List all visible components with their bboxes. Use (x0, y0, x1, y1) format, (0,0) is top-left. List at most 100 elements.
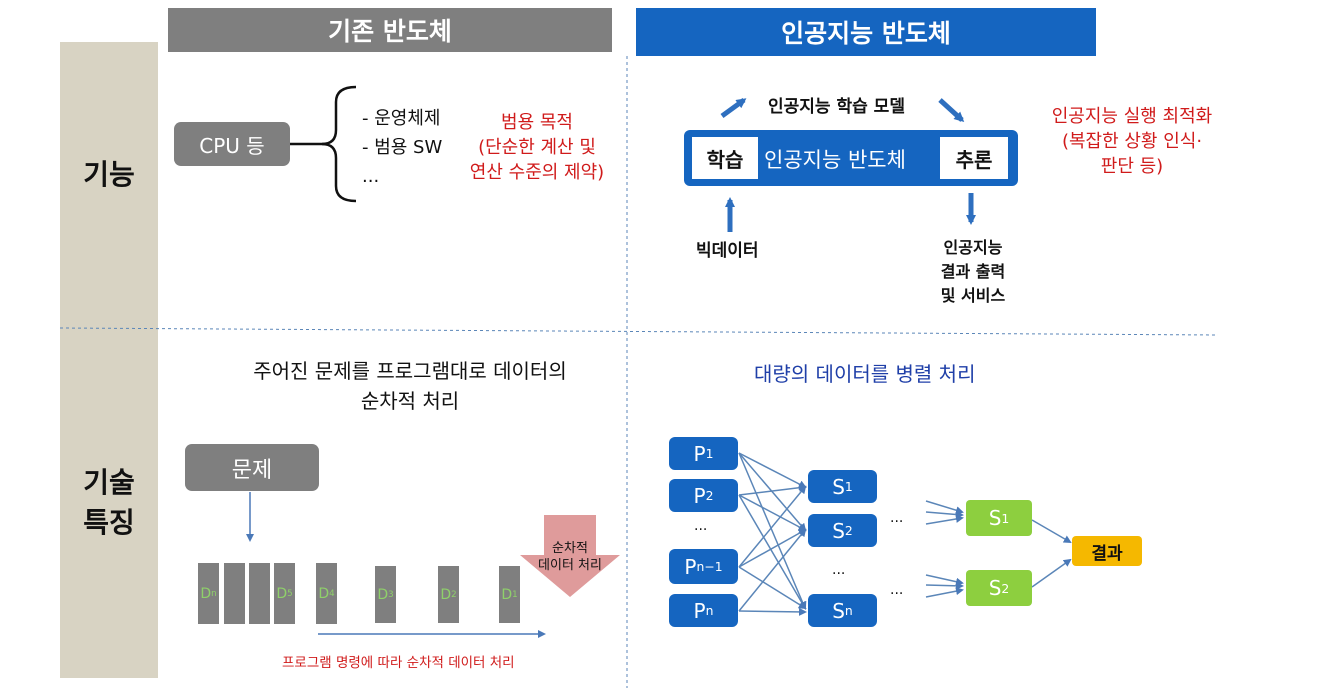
bigdata-label: 빅데이터 (696, 241, 759, 261)
sequential-desc-line: 주어진 문제를 프로그램대로 데이터의 (253, 359, 567, 383)
purpose-line: 연산 수준의 제약) (469, 162, 605, 183)
data-bar-base: D (200, 585, 212, 602)
node-base: P (693, 598, 706, 623)
node-sub: 2 (1001, 580, 1010, 596)
data-bar-base: D (377, 586, 389, 603)
node-sub: n (844, 603, 853, 618)
processor-ellipsis: ... (694, 518, 708, 534)
node-base: S (988, 576, 1002, 600)
data-bar-sub: 1 (512, 589, 518, 600)
row-label-function-text: 기능 (83, 158, 135, 191)
row-label-column (60, 42, 158, 678)
arrow-from-model (938, 98, 965, 123)
data-bar-sub: 4 (329, 588, 335, 599)
row-label-tech-line1: 기술 (83, 466, 135, 499)
data-bar-base: D (276, 585, 288, 602)
infer-label: 추론 (955, 147, 993, 172)
sequential-process-line: 순차적 (552, 541, 588, 556)
infer-box: 추론 (940, 137, 1008, 179)
data-bar (249, 563, 270, 624)
node-sub: 1 (705, 446, 714, 461)
ai-optimize-text: 인공지능 실행 최적화 (복잡한 상황 인식· 판단 등) (1024, 104, 1240, 179)
row-label-tech: 기술 특징 (60, 463, 158, 543)
output-line: 및 서비스 (940, 286, 1006, 305)
row-label-tech-line2: 특징 (83, 506, 135, 539)
node-sub: 1 (1001, 510, 1010, 526)
output-line: 인공지능 (943, 238, 1003, 257)
cpu-item: - 범용 SW (362, 137, 443, 158)
learn-label: 학습 (706, 147, 744, 172)
result-box: 결과 (1072, 536, 1142, 566)
learn-box: 학습 (692, 137, 758, 179)
data-bar-base: D (501, 586, 513, 603)
data-bar-sub: 5 (287, 588, 293, 599)
sequential-process-label: 순차적 데이터 처리 (520, 540, 620, 574)
node-base: S (832, 598, 845, 623)
sequential-description: 주어진 문제를 프로그램대로 데이터의 순차적 처리 (200, 356, 620, 416)
data-bar-base: D (318, 585, 330, 602)
node-base: S (832, 474, 845, 499)
node-base: P (693, 483, 706, 508)
optimize-line: (복잡한 상황 인식· (1061, 131, 1203, 152)
node-base: S (988, 506, 1002, 530)
ai-chip-label: 인공지능 반도체 (764, 148, 906, 172)
result-label: 결과 (1091, 543, 1123, 564)
general-purpose-text: 범용 목적 (단순한 계산 및 연산 수준의 제약) (452, 110, 622, 185)
node-sub: n (705, 603, 714, 618)
data-bar-sub: 2 (451, 589, 457, 600)
divider-horizontal (59, 327, 1219, 336)
data-bar-sub: n (211, 588, 217, 599)
header-ai-semiconductor: 인공지능 반도체 (636, 8, 1096, 56)
ai-output-text: 인공지능 결과 출력 및 서비스 (918, 236, 1028, 308)
cpu-item: - 운영체제 (362, 108, 441, 129)
row-label-function: 기능 (60, 155, 158, 195)
optimize-line: 판단 등) (1100, 156, 1164, 177)
node-sub: 2 (705, 488, 714, 503)
pipeline-ellipsis: ... (890, 510, 904, 526)
cpu-items: - 운영체제 - 범용 SW ... (362, 104, 442, 191)
sequential-process-line: 데이터 처리 (538, 558, 602, 573)
sequential-desc-line: 순차적 처리 (360, 389, 460, 413)
pipeline-ellipsis: ... (890, 582, 904, 598)
brace-icon (321, 85, 357, 203)
problem-box: 문제 (185, 444, 319, 491)
output-line: 결과 출력 (940, 262, 1006, 281)
purpose-line: (단순한 계산 및 (478, 137, 596, 158)
purpose-line: 범용 목적 (501, 112, 573, 133)
stage-ellipsis: ... (832, 562, 846, 578)
node-sub: 2 (844, 523, 853, 538)
header-existing-semiconductor: 기존 반도체 (168, 8, 612, 52)
node-base: P (684, 554, 697, 579)
parallel-description: 대량의 데이터를 병렬 처리 (754, 362, 976, 386)
ai-model-label: 인공지능 학습 모델 (768, 97, 905, 117)
data-bar-base: D (440, 586, 452, 603)
data-bar-sub: 3 (388, 589, 394, 600)
problem-label: 문제 (231, 457, 273, 483)
cpu-label: CPU 등 (199, 133, 265, 158)
cpu-box: CPU 등 (174, 122, 290, 166)
arrow-to-model (720, 97, 747, 119)
node-base: P (693, 441, 706, 466)
cpu-item: ... (362, 166, 380, 187)
data-bar (224, 563, 245, 624)
node-base: S (832, 518, 845, 543)
parallel-network (738, 452, 1072, 616)
sequential-caption: 프로그램 명령에 따라 순차적 데이터 처리 (282, 655, 515, 671)
node-sub: n−1 (696, 559, 723, 574)
